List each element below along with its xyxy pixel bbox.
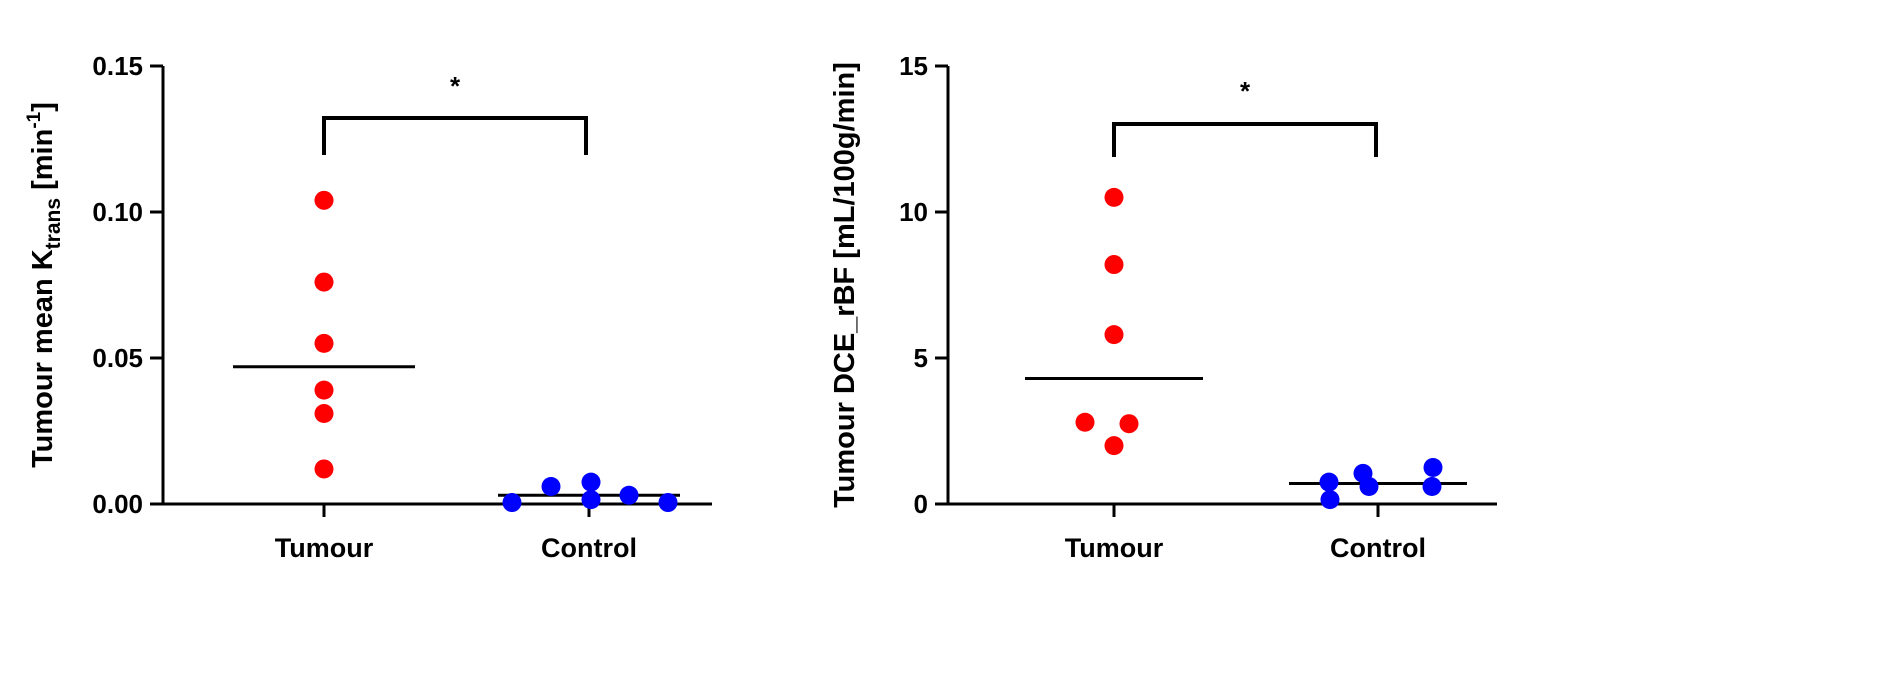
data-point-tumour: [1119, 414, 1139, 434]
significance-marker: *: [450, 71, 461, 101]
chart-panel-kt: 0.00 0.05 0.10 0.15 Tumour Control Tumour mean…: [24, 51, 712, 563]
y-tick-label: 0.15: [92, 51, 143, 81]
data-point-tumour: [314, 403, 334, 423]
data-point-control: [581, 490, 601, 510]
data-point-control: [1422, 476, 1442, 496]
data-point-tumour: [1075, 412, 1095, 432]
data-point-tumour: [1104, 325, 1124, 345]
significance-bracket: [322, 116, 588, 155]
data-point-tumour: [1104, 255, 1124, 275]
y-tick-label: 10: [899, 197, 928, 227]
y-axis-title: Tumour mean Ktrans [min-1]: [24, 102, 65, 468]
y-axis-title-unit-close: ]: [27, 102, 59, 112]
x-tick-label-tumour: Tumour: [1065, 533, 1164, 563]
data-point-control: [502, 493, 522, 513]
y-tick-label: 5: [914, 343, 928, 373]
data-point-control: [1359, 476, 1379, 496]
x-tick-label-tumour: Tumour: [275, 533, 374, 563]
data-point-control: [1423, 458, 1443, 477]
y-axis-title-superscript: -1: [24, 111, 45, 128]
data-point-tumour: [1104, 187, 1124, 207]
y-tick-label: 15: [899, 51, 928, 81]
data-point-control: [658, 493, 678, 513]
y-axis-title-main: Tumour mean K: [27, 249, 59, 468]
significance-marker: *: [1240, 76, 1251, 106]
y-tick-label: 0.00: [92, 489, 143, 519]
data-point-tumour: [314, 272, 334, 292]
data-point-control: [619, 485, 639, 505]
y-tick-label: 0.10: [92, 197, 143, 227]
y-axis-title-main: Tumour DCE_rBF [mL/100g/min]: [829, 62, 861, 508]
significance-bracket: [1112, 122, 1378, 157]
y-tick-label: 0.05: [92, 343, 143, 373]
y-tick-label: 0: [914, 489, 928, 519]
data-point-tumour: [314, 190, 334, 210]
data-point-tumour: [314, 333, 334, 353]
data-point-tumour: [314, 459, 334, 479]
data-point-control: [1320, 490, 1340, 510]
data-point-control: [1319, 472, 1339, 492]
x-tick-label-control: Control: [541, 533, 637, 563]
data-point-control: [541, 476, 561, 496]
x-tick-label-control: Control: [1330, 533, 1426, 563]
data-point-tumour: [314, 380, 334, 400]
data-point-tumour: [1104, 436, 1124, 456]
y-axis-title-subscript: trans: [42, 198, 65, 249]
y-axis-title-unit-open: [min: [27, 129, 59, 198]
chart-panel-rbf: 0 5 10 15 Tumour Control Tumour DCE_rBF [mL/10…: [829, 51, 1497, 563]
data-point-control: [581, 472, 601, 492]
y-axis-title: Tumour DCE_rBF [mL/100g/min]: [829, 62, 861, 508]
